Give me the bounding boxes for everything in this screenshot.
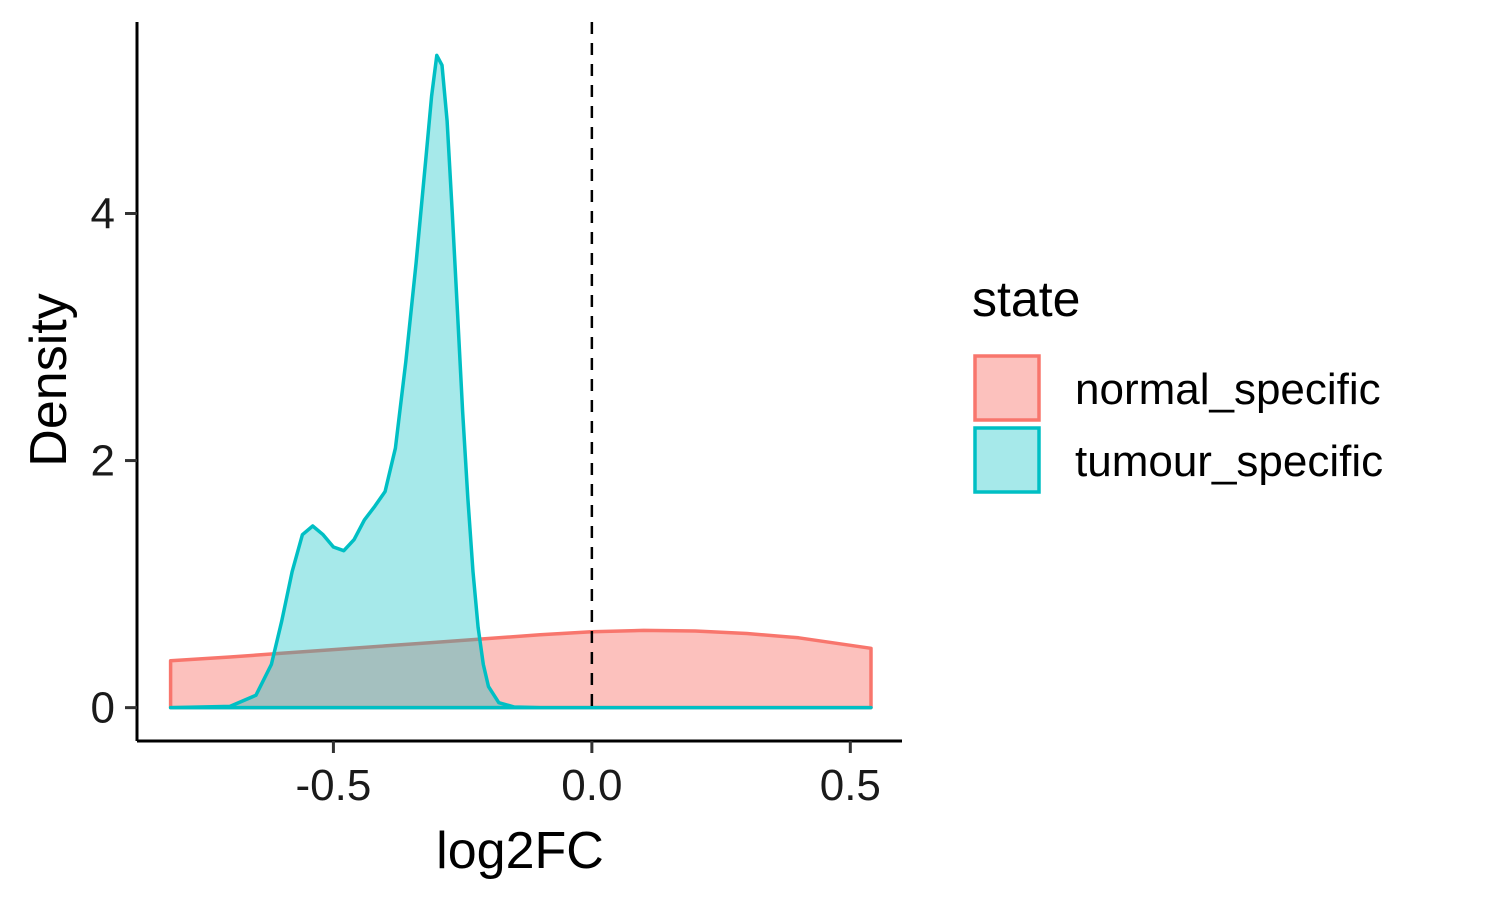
plot-area: [168, 22, 873, 710]
x-tick-label: 0.0: [561, 761, 622, 810]
y-tick-label: 0: [91, 684, 115, 733]
legend-title: state: [972, 271, 1080, 327]
legend-key-tumour-specific: [973, 426, 1041, 494]
axes: -0.5 0.0 0.5 0 2 4: [91, 22, 902, 810]
y-axis-title: Density: [20, 293, 78, 466]
x-tick-label: 0.5: [820, 761, 881, 810]
density-area-tumour-specific: [168, 53, 873, 710]
x-axis-title: log2FC: [436, 822, 604, 880]
y-tick-label: 4: [91, 189, 115, 238]
y-tick-label: 2: [91, 437, 115, 486]
legend: state normal_specific tumour_specific: [972, 271, 1383, 494]
legend-label-tumour-specific: tumour_specific: [1075, 437, 1383, 486]
legend-label-normal-specific: normal_specific: [1075, 365, 1381, 414]
x-tick-label: -0.5: [296, 761, 372, 810]
legend-key-normal-specific: [973, 354, 1041, 422]
